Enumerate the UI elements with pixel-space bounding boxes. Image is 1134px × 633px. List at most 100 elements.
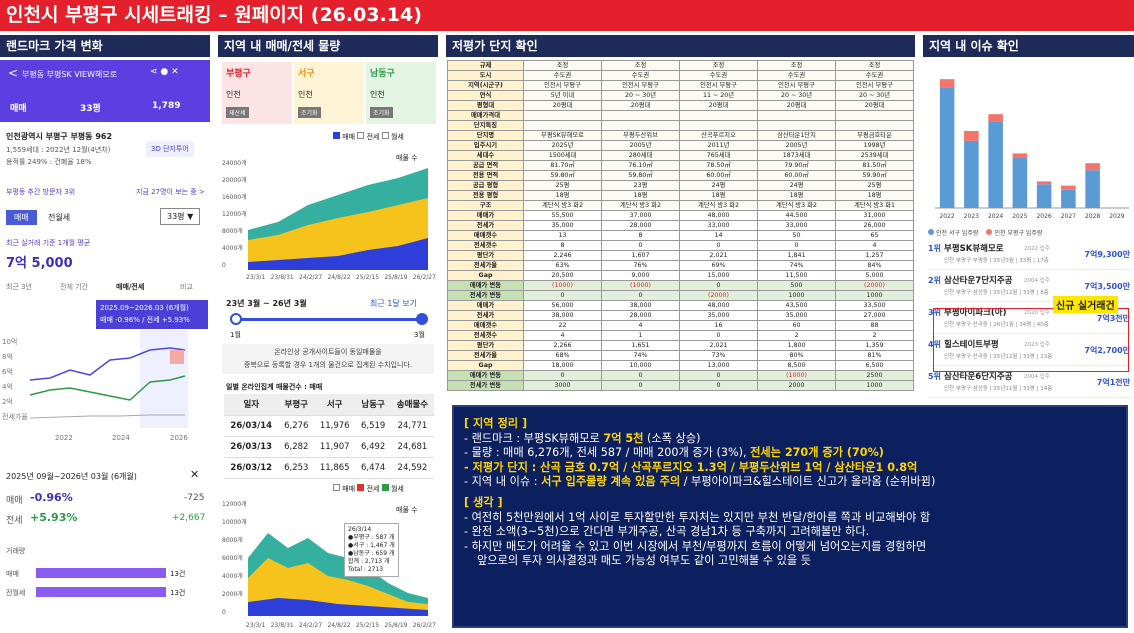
cell: 35,000 (679, 310, 758, 321)
slider-handle[interactable] (416, 313, 428, 325)
cell: 43,500 (757, 300, 836, 311)
trade: 매매 (10, 104, 27, 114)
move-in: 2004 입주 (1024, 278, 1050, 284)
cell: 26/03/12 (224, 457, 279, 479)
cell: 16 (679, 320, 758, 331)
row-label: Gap (447, 360, 524, 371)
cell: 35,000 (523, 220, 602, 231)
cell: 1,651 (601, 340, 680, 351)
tab[interactable]: 매매 (6, 210, 37, 225)
x-tick-label: 2028 (1085, 213, 1100, 220)
cell: 5,000 (835, 270, 914, 281)
legend-swatch (986, 229, 993, 235)
bar (1061, 185, 1076, 190)
cell: 부평두산위브 (601, 130, 680, 141)
cell: 26/03/13 (224, 436, 279, 458)
cell: 48,000 (679, 300, 758, 311)
slider[interactable] (234, 318, 424, 321)
cell: 18평 (835, 190, 914, 201)
cell: 18,000 (523, 360, 602, 371)
cell: 1998년 (835, 140, 914, 151)
tooltip: 2025.09~2026.03 (6개월) 매매 -0.96% / 전세 +5.… (96, 300, 208, 329)
rank: 3위 (928, 308, 941, 317)
volume-count: 13건 (170, 570, 186, 578)
y-tick-label: 2000개 (222, 591, 243, 598)
cell: 76.10㎡ (601, 160, 680, 171)
cell: 6,474 (355, 457, 391, 479)
tour-button[interactable]: 3D 단지투어 (146, 141, 194, 157)
x-tick-label: 2023 (964, 213, 979, 220)
volume-bar (36, 587, 166, 597)
back-icon: < (8, 66, 19, 80)
period-tab[interactable]: 최근 3년 (6, 283, 32, 291)
cell: 2539세대 (835, 150, 914, 161)
tab[interactable]: 전월세 (48, 213, 71, 222)
row-label: 전세가 (447, 310, 524, 321)
cell: 2011년 (679, 140, 758, 151)
rank: 1위 (928, 244, 941, 253)
cell: 계단식 방3 화2 (679, 200, 758, 211)
bar (964, 131, 979, 141)
x-tick-label: 23/8/31 (270, 274, 294, 281)
rent-chart (248, 533, 428, 616)
y-tick-label: 2억 (2, 398, 13, 406)
cell: 8,500 (757, 360, 836, 371)
region-name: 부평구 (226, 69, 251, 79)
cell: 1 (601, 330, 680, 341)
x-tick-label: 2024 (988, 213, 1003, 220)
table-row: 단지명 부평SK뷰해모로 부평두산위브 산곡푸르지오 삼산타운1단지 부평금호타운 (447, 130, 914, 141)
x-tick-label: 2027 (1061, 213, 1076, 220)
recent-link[interactable]: 최근 1달 보기 (370, 299, 417, 308)
row-label: 전세가율 (447, 350, 524, 361)
note: 온라인상 공개사이트들이 동일매물을 중복으로 등록할 경우 1개의 물건으로 … (222, 344, 434, 374)
cell: 2005년 (757, 140, 836, 151)
move-in: 2023 입주 (1024, 342, 1050, 348)
close-icon[interactable]: ✕ (190, 468, 200, 481)
table-row: 입주시기 2025년 2005년 2011년 2005년 1998년 (447, 140, 914, 151)
x-tick-label: 2026 (1036, 213, 1051, 220)
size-select[interactable]: 33평 ▼ (160, 208, 201, 225)
cell: 2005년 (601, 140, 680, 151)
ranking-list: 1위 부평SK뷰해모로 2022 입주 인천 부평구 부평동 | 25년3월 | 33… (928, 240, 1132, 400)
tooltip-line: 합계 : 2,713 개 (348, 558, 390, 565)
period-tab[interactable]: 비교 (180, 283, 193, 291)
marker (170, 350, 184, 364)
cell: 2 (835, 330, 914, 341)
cell: 18평 (601, 190, 680, 201)
row-label: 전세갯수 (447, 240, 524, 251)
cell: 1500세대 (523, 150, 602, 161)
cell: 1,800 (757, 340, 836, 351)
cell: 23평 (601, 180, 680, 191)
tooltip-line: ●부평구 : 587 개 (348, 534, 395, 541)
summary-text: / 부평아이파크&힐스테이트 신고가 올라옴 (순위바뀜) (680, 475, 936, 489)
period-tab[interactable]: 전체 기간 (60, 283, 88, 291)
cell: 6,253 (278, 457, 314, 479)
row-label: 매매갯수 (447, 320, 524, 331)
change-label: 매매 (6, 496, 23, 506)
slider-label: 1월 (230, 331, 241, 339)
cell: 69% (679, 260, 758, 271)
y-axis: 10억 8억 6억 4억 2억 전세가율 (2, 335, 28, 425)
cell: 계단식 방3 화2 (601, 200, 680, 211)
summary-text: - 저평가 단지 : 산곡 금호 0.7억 / 산곡푸르지오 1.3억 / 부평… (464, 460, 918, 474)
bar (1061, 189, 1076, 208)
cell: 280세대 (601, 150, 680, 161)
complex-name: 삼산타운7단지주공 (944, 276, 1013, 286)
table-row: 지역(시군구) 인천시 부평구 인천시 부평구 인천시 부평구 인천시 부평구 인천시 부… (447, 80, 914, 91)
rank: 2위 (928, 276, 941, 285)
cell: 조정 (835, 60, 914, 71)
legend-label: 전세 (366, 485, 380, 493)
slider-handle[interactable] (230, 313, 242, 325)
cell: 수도권 (757, 70, 836, 81)
row-label: 전세가율 (447, 260, 524, 271)
row-label: 전세가 변동 (447, 380, 524, 391)
row-label: 매매가 (447, 300, 524, 311)
period-tab[interactable]: 매매/전세 (116, 283, 145, 291)
legend-label: 매매 (342, 133, 356, 141)
table-row: 전용 면적 59.80㎡ 59.80㎡ 60.00㎡ 60.00㎡ 59.90㎡ (447, 170, 914, 181)
cell: 수도권 (679, 70, 758, 81)
row-label: 평형대 (447, 100, 524, 111)
cell: 20,500 (523, 270, 602, 281)
page-title: 인천시 부평구 시세트래킹 – 원페이지 (26.03.14) (0, 0, 1134, 31)
volume-type: 전월세 (6, 589, 26, 597)
